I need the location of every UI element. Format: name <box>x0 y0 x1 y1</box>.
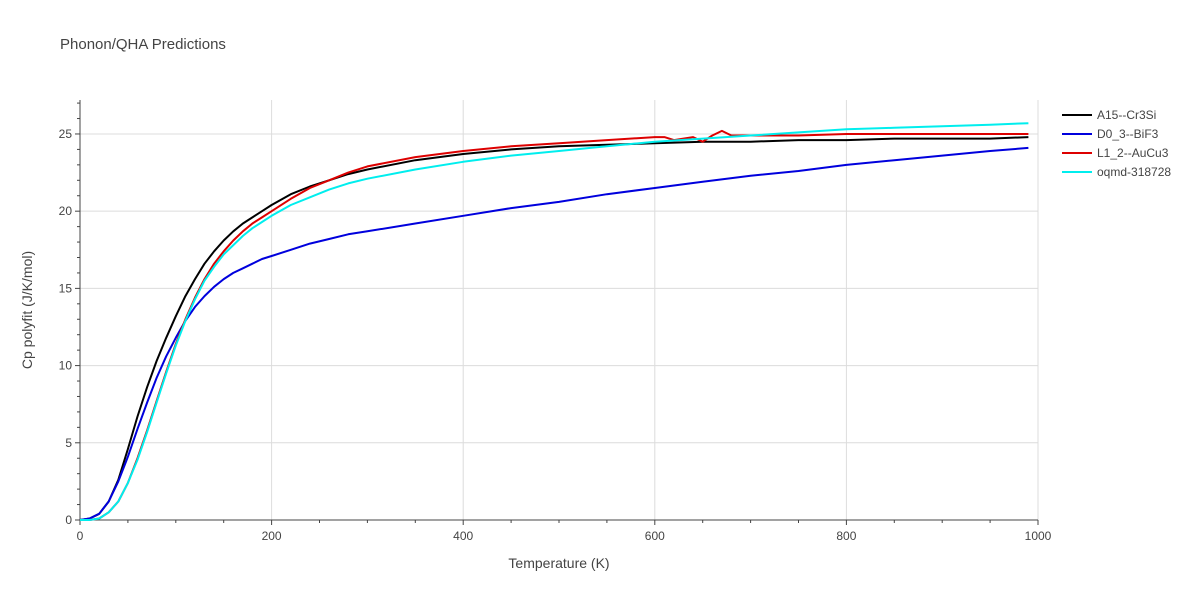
series-line-1 <box>79 146 1029 521</box>
y-tick-label: 25 <box>59 127 73 141</box>
legend-label: A15--Cr3Si <box>1097 108 1156 122</box>
legend-item-3[interactable]: oqmd-318728 <box>1062 165 1171 179</box>
grid <box>80 100 1039 520</box>
y-tick-label: 0 <box>65 513 72 527</box>
y-tick-label: 15 <box>59 281 73 295</box>
series-line-2 <box>80 129 1029 521</box>
y-tick-label: 20 <box>59 204 73 218</box>
y-tick-label: 5 <box>65 436 72 450</box>
x-tick-label: 800 <box>836 529 856 543</box>
legend-item-1[interactable]: D0_3--BiF3 <box>1062 127 1159 141</box>
legend[interactable]: A15--Cr3Si D0_3--BiF3 L1_2--AuCu3 oqmd-3187… <box>1062 108 1171 179</box>
x-tick-label: 400 <box>453 529 473 543</box>
x-tick-label: 600 <box>645 529 665 543</box>
y-tick-label: 10 <box>59 359 73 373</box>
x-tick-label: 0 <box>77 529 84 543</box>
x-axis-title: Temperature (K) <box>508 555 609 571</box>
x-tick-label: 1000 <box>1025 529 1052 543</box>
chart-title: Phonon/QHA Predictions <box>60 36 226 53</box>
legend-item-0[interactable]: A15--Cr3Si <box>1062 108 1156 122</box>
legend-item-2[interactable]: L1_2--AuCu3 <box>1062 146 1169 160</box>
y-axis-title: Cp polyfit (J/K/mol) <box>19 251 35 369</box>
x-tick-label: 200 <box>262 529 282 543</box>
legend-label: oqmd-318728 <box>1097 165 1171 179</box>
legend-label: D0_3--BiF3 <box>1097 127 1159 141</box>
axes: 0 200 400 600 800 1000 0 5 10 15 20 25 <box>59 100 1052 543</box>
series-group <box>79 122 1029 521</box>
series-line-3 <box>80 122 1029 521</box>
legend-label: L1_2--AuCu3 <box>1097 146 1169 160</box>
series-line-0 <box>79 136 1029 521</box>
